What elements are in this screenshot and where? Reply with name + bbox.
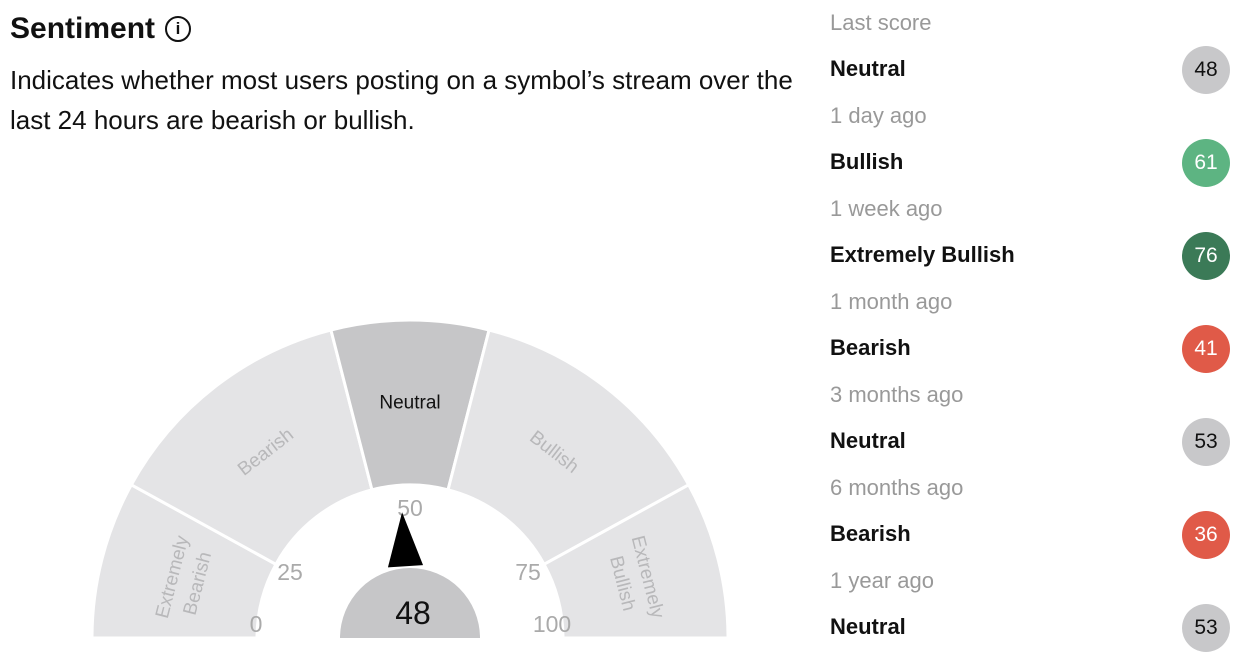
history-time: 6 months ago bbox=[830, 475, 964, 500]
gauge-value: 48 bbox=[395, 595, 431, 631]
tick-label: 100 bbox=[533, 611, 571, 637]
score-badge: 41 bbox=[1182, 325, 1230, 373]
score-badge: 61 bbox=[1182, 139, 1230, 187]
gauge-segment bbox=[446, 328, 691, 567]
history-time: Last score bbox=[830, 10, 932, 35]
tick-label: 0 bbox=[250, 611, 263, 637]
score-badge: 53 bbox=[1182, 418, 1230, 466]
score-badge: 36 bbox=[1182, 511, 1230, 559]
history-item: 3 months ago Neutral 53 bbox=[830, 380, 1230, 473]
history-label: Extremely Bullish bbox=[830, 242, 1015, 267]
info-circle-icon[interactable]: i bbox=[165, 16, 192, 42]
history-item: 1 year ago Neutral 53 bbox=[830, 566, 1230, 659]
sentiment-gauge: ExtremelyBearishBearishNeutralBullishExt… bbox=[90, 318, 730, 640]
gauge-segment bbox=[542, 482, 730, 640]
history-item: Last score Neutral 48 bbox=[830, 8, 1230, 101]
history-time: 1 year ago bbox=[830, 568, 934, 593]
history-label: Bearish bbox=[830, 521, 911, 546]
description: Indicates whether most users posting on … bbox=[10, 65, 793, 135]
segment-label: Neutral bbox=[379, 393, 440, 414]
score-badge: 53 bbox=[1182, 604, 1230, 652]
tick-label: 75 bbox=[515, 559, 541, 585]
gauge-segment bbox=[129, 328, 374, 567]
history-time: 1 month ago bbox=[830, 289, 953, 314]
history-item: 1 week ago Extremely Bullish 76 bbox=[830, 194, 1230, 287]
tick-label: 25 bbox=[277, 559, 303, 585]
history-time: 1 week ago bbox=[830, 196, 943, 221]
history-label: Neutral bbox=[830, 614, 906, 639]
sentiment-history: Last score Neutral 48 1 day ago Bullish 61 1 w… bbox=[830, 8, 1230, 659]
history-label: Neutral bbox=[830, 428, 906, 453]
history-item: 1 month ago Bearish 41 bbox=[830, 287, 1230, 380]
history-time: 1 day ago bbox=[830, 103, 927, 128]
history-item: 6 months ago Bearish 36 bbox=[830, 473, 1230, 566]
gauge-center bbox=[340, 568, 480, 638]
history-time: 3 months ago bbox=[830, 382, 964, 407]
history-label: Neutral bbox=[830, 56, 906, 81]
history-label: Bullish bbox=[830, 149, 904, 174]
history-item: 1 day ago Bullish 61 bbox=[830, 101, 1230, 194]
title-text: Sentiment bbox=[10, 12, 156, 45]
score-badge: 76 bbox=[1182, 232, 1230, 280]
history-label: Bearish bbox=[830, 335, 911, 360]
score-badge: 48 bbox=[1182, 46, 1230, 94]
needle-icon bbox=[387, 512, 424, 568]
page-title: Sentiment i bbox=[10, 12, 192, 46]
